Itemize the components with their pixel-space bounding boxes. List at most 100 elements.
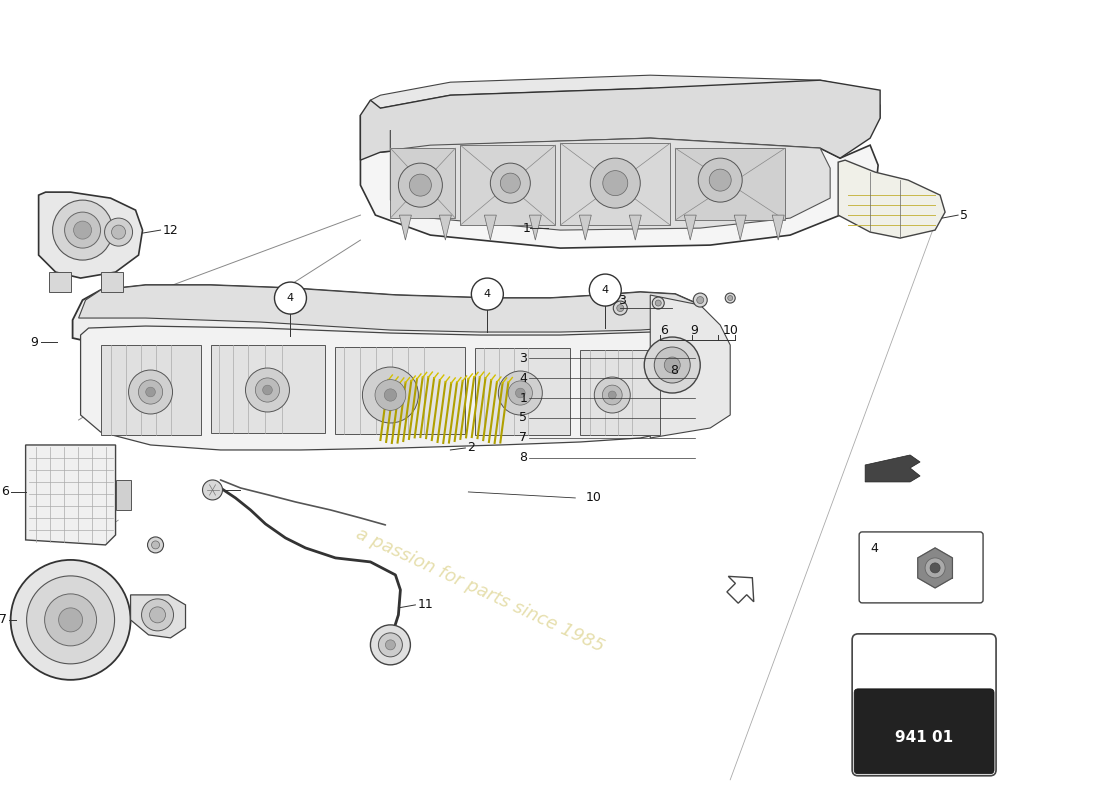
Polygon shape [80,326,711,450]
Text: a passion for parts since 1985: a passion for parts since 1985 [353,524,607,655]
Polygon shape [371,75,880,118]
Circle shape [11,560,131,680]
Polygon shape [684,215,696,240]
Circle shape [104,218,133,246]
FancyBboxPatch shape [852,634,997,776]
Polygon shape [73,285,711,364]
Circle shape [603,385,623,405]
Text: 4: 4 [519,371,527,385]
Polygon shape [560,143,670,225]
Polygon shape [772,215,784,240]
Circle shape [472,278,504,310]
Text: 12: 12 [163,223,178,237]
Text: 5: 5 [960,209,968,222]
Text: 4: 4 [870,542,878,555]
Circle shape [65,212,100,248]
Circle shape [591,158,640,208]
Circle shape [152,541,160,549]
Polygon shape [39,192,143,278]
Polygon shape [580,215,592,240]
Circle shape [594,377,630,413]
Circle shape [931,563,940,573]
Polygon shape [865,455,920,482]
Polygon shape [361,115,878,248]
Text: 3: 3 [519,351,527,365]
Circle shape [603,170,628,196]
Polygon shape [25,445,115,545]
Circle shape [362,367,418,423]
Text: 1: 1 [519,391,527,405]
Polygon shape [100,345,200,435]
Circle shape [378,633,403,657]
Text: 8: 8 [519,451,527,465]
Circle shape [664,357,680,373]
Circle shape [652,297,664,309]
FancyBboxPatch shape [859,532,983,603]
Polygon shape [48,272,70,292]
Circle shape [590,274,621,306]
Circle shape [202,480,222,500]
Polygon shape [475,348,570,435]
Text: 1: 1 [522,222,530,234]
Circle shape [147,537,164,553]
Circle shape [245,368,289,412]
Text: 10: 10 [585,491,602,505]
Circle shape [58,608,82,632]
Circle shape [498,371,542,415]
Text: 9: 9 [690,323,698,337]
Circle shape [693,293,707,307]
Text: 3: 3 [618,294,626,306]
Text: 6: 6 [1,486,9,498]
Text: 11: 11 [417,598,433,611]
Polygon shape [484,215,496,240]
Circle shape [654,347,690,383]
Circle shape [698,158,742,202]
Text: 6: 6 [660,323,668,337]
Polygon shape [390,130,830,230]
Circle shape [375,380,406,410]
Text: 2: 2 [468,442,475,454]
Circle shape [139,380,163,404]
Polygon shape [390,148,455,218]
Polygon shape [734,215,746,240]
Polygon shape [361,80,880,160]
Circle shape [111,225,125,239]
Circle shape [608,391,616,399]
Circle shape [491,163,530,203]
Circle shape [508,381,532,405]
Circle shape [275,282,307,314]
Circle shape [645,337,701,393]
Text: 9: 9 [31,335,38,349]
Text: 4: 4 [287,293,294,303]
Text: 941 01: 941 01 [895,730,954,746]
Polygon shape [838,160,945,238]
Text: 4: 4 [484,289,491,299]
Polygon shape [529,215,541,240]
Circle shape [728,295,733,301]
Circle shape [150,607,165,623]
Polygon shape [917,548,953,588]
Circle shape [925,558,945,578]
Circle shape [255,378,279,402]
Polygon shape [727,576,754,603]
Polygon shape [100,272,122,292]
Circle shape [74,221,91,239]
Polygon shape [629,215,641,240]
Circle shape [384,389,397,401]
Text: 7: 7 [0,614,7,626]
Circle shape [656,300,661,306]
Polygon shape [336,347,465,434]
Circle shape [696,297,704,303]
Polygon shape [116,480,131,510]
Polygon shape [78,285,708,332]
Text: 4: 4 [602,285,608,295]
Circle shape [129,370,173,414]
Circle shape [145,387,155,397]
Polygon shape [210,345,326,433]
Polygon shape [131,595,186,638]
Polygon shape [461,145,556,225]
Polygon shape [399,215,411,240]
Circle shape [371,625,410,665]
Circle shape [45,594,97,646]
Text: 10: 10 [723,323,738,337]
